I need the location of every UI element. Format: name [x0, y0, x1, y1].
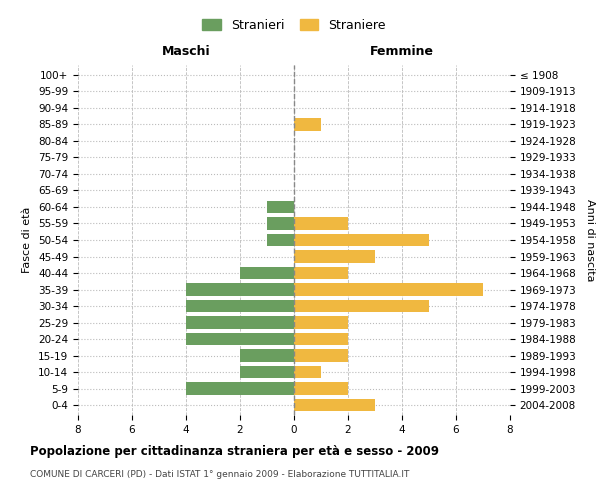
- Bar: [186, 316, 294, 328]
- Bar: [186, 382, 294, 395]
- Bar: [186, 300, 294, 312]
- Text: COMUNE DI CARCERI (PD) - Dati ISTAT 1° gennaio 2009 - Elaborazione TUTTITALIA.IT: COMUNE DI CARCERI (PD) - Dati ISTAT 1° g…: [30, 470, 409, 479]
- Bar: [294, 399, 375, 411]
- Y-axis label: Fasce di età: Fasce di età: [22, 207, 32, 273]
- Legend: Stranieri, Straniere: Stranieri, Straniere: [199, 15, 389, 36]
- Text: Maschi: Maschi: [161, 45, 211, 58]
- Bar: [186, 333, 294, 345]
- Bar: [294, 118, 321, 130]
- Text: Femmine: Femmine: [370, 45, 434, 58]
- Bar: [294, 300, 429, 312]
- Bar: [267, 201, 294, 213]
- Bar: [294, 382, 348, 395]
- Y-axis label: Anni di nascita: Anni di nascita: [585, 198, 595, 281]
- Bar: [186, 284, 294, 296]
- Bar: [294, 234, 429, 246]
- Bar: [240, 350, 294, 362]
- Bar: [294, 350, 348, 362]
- Bar: [294, 366, 321, 378]
- Bar: [267, 234, 294, 246]
- Bar: [240, 366, 294, 378]
- Text: Popolazione per cittadinanza straniera per età e sesso - 2009: Popolazione per cittadinanza straniera p…: [30, 445, 439, 458]
- Bar: [294, 250, 375, 262]
- Bar: [294, 267, 348, 279]
- Bar: [294, 316, 348, 328]
- Bar: [294, 218, 348, 230]
- Bar: [294, 333, 348, 345]
- Bar: [240, 267, 294, 279]
- Bar: [294, 284, 483, 296]
- Bar: [267, 218, 294, 230]
